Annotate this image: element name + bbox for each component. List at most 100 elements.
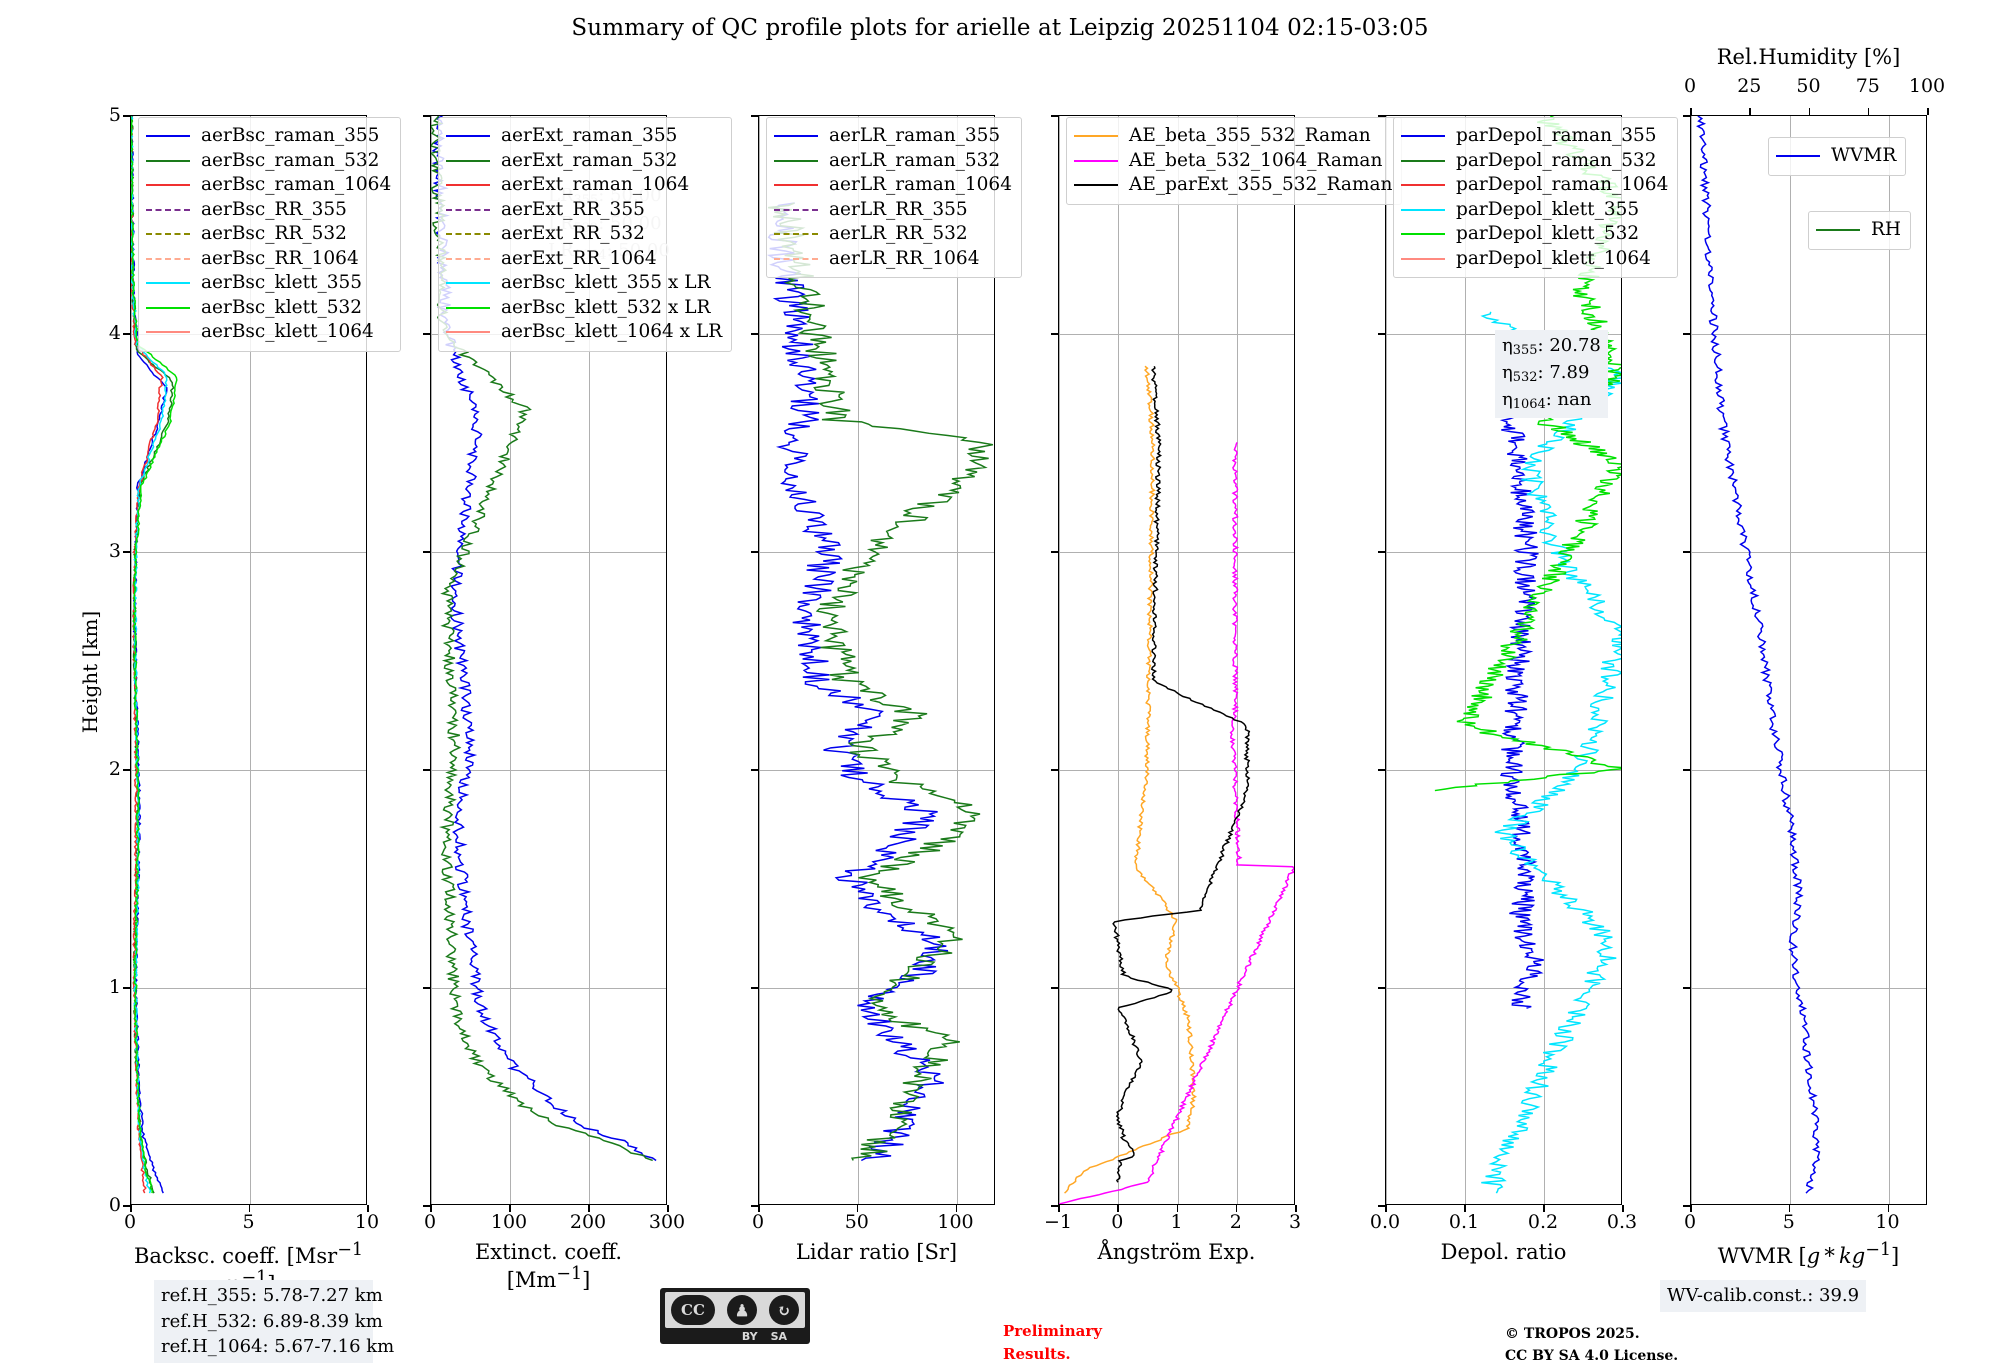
legend-lidarratio[interactable]: aerLR_raman_355 aerLR_raman_532 aerLR_rama… — [766, 117, 1022, 278]
legend-depol[interactable]: parDepol_raman_355 parDepol_raman_532 parD… — [1393, 117, 1679, 278]
legend-row[interactable]: aerExt_RR_532 — [446, 222, 722, 247]
legend-row[interactable]: parDepol_raman_1064 — [1401, 173, 1668, 198]
legend-label: parDepol_raman_532 — [1456, 149, 1657, 171]
legend-row[interactable]: parDepol_raman_532 — [1401, 149, 1668, 174]
legend-row[interactable]: AE_beta_355_532_Raman — [1074, 124, 1392, 149]
legend-row[interactable]: aerBsc_klett_532 — [146, 296, 391, 321]
legend-angstrom[interactable]: AE_beta_355_532_Raman AE_beta_532_1064_Ra… — [1066, 117, 1403, 205]
gridline-horizontal — [1691, 770, 1926, 771]
legend-row[interactable]: aerLR_raman_1064 — [774, 173, 1012, 198]
gridline-horizontal — [1386, 552, 1621, 553]
legend-label: aerBsc_RR_1064 — [201, 247, 359, 269]
legend-color-swatch — [446, 233, 490, 236]
legend-row[interactable]: aerExt_raman_532 — [446, 149, 722, 174]
legend-row[interactable]: aerBsc_RR_1064 — [146, 247, 391, 272]
legend-color-swatch — [446, 159, 490, 162]
legend-row[interactable]: aerBsc_raman_1064 — [146, 173, 391, 198]
legend-row[interactable]: aerLR_RR_1064 — [774, 247, 1012, 272]
cc-license-badge: CC ♟ ↻ BY SA — [660, 1288, 810, 1344]
legend-label: aerLR_raman_1064 — [829, 174, 1012, 195]
gridline-vertical — [589, 116, 590, 1204]
legend-backsc[interactable]: aerBsc_raman_355 aerBsc_raman_532 aerBsc_r… — [138, 117, 402, 352]
legend-label: aerBsc_raman_1064 — [201, 174, 392, 195]
y-tick-label: 5 — [108, 104, 121, 126]
x-tick — [1058, 1205, 1060, 1212]
legend-row[interactable]: aerBsc_klett_355 — [146, 271, 391, 296]
gridline-horizontal — [431, 988, 666, 989]
x-tick-label: 100 — [937, 1211, 974, 1233]
gridline-vertical — [857, 116, 859, 1204]
y-tick — [1683, 115, 1690, 117]
y-tick — [751, 115, 758, 117]
legend-row[interactable]: aerExt_raman_1064 — [446, 173, 722, 198]
legend-label: aerBsc_raman_355 — [201, 125, 380, 146]
legend-row[interactable]: aerLR_RR_532 — [774, 222, 1012, 247]
legend-wvmr[interactable]: WVMR — [1768, 137, 1907, 176]
top-x-tick-label: 25 — [1737, 75, 1762, 97]
legend-row[interactable]: aerLR_raman_355 — [774, 124, 1012, 149]
legend-color-swatch — [146, 159, 190, 162]
legend-row[interactable]: aerExt_raman_355 — [446, 124, 722, 149]
plot-area-angstrom — [1059, 116, 1294, 1204]
legend-row[interactable]: parDepol_klett_355 — [1401, 198, 1668, 223]
legend-row[interactable]: AE_beta_532_1064_Raman — [1074, 149, 1392, 174]
legend-color-swatch — [774, 135, 818, 138]
legend-row[interactable]: aerExt_RR_1064 — [446, 247, 722, 272]
legend-row[interactable]: aerExt_RR_355 — [446, 198, 722, 223]
x-tick — [367, 1205, 369, 1212]
panel-lidarratio: 050100012345Lidar ratio [Sr]aerLR_raman_… — [751, 115, 1022, 1264]
x-tick-label: 2 — [1229, 1211, 1242, 1233]
legend-label: aerBsc_klett_355 x LR — [501, 272, 711, 293]
x-tick-label: 200 — [569, 1211, 607, 1233]
legend-row[interactable]: aerBsc_klett_532 x LR — [446, 296, 722, 321]
y-tick — [123, 551, 130, 553]
legend-wvmr-rh[interactable]: RH — [1808, 211, 1912, 250]
legend-row[interactable]: parDepol_klett_1064 — [1401, 247, 1668, 272]
gridline-horizontal — [1059, 334, 1294, 335]
x-tick-label: 5 — [242, 1211, 255, 1233]
x-tick-label: 0 — [1683, 1211, 1697, 1233]
legend-row[interactable]: WVMR — [1776, 144, 1896, 169]
legend-row[interactable]: aerBsc_RR_355 — [146, 198, 391, 223]
y-tick — [751, 769, 758, 771]
reference-height-annotation: ref.H_355: 5.78-7.27 km ref.H_532: 6.89-… — [154, 1280, 394, 1363]
legend-row[interactable]: aerLR_raman_532 — [774, 149, 1012, 174]
gridline-vertical — [1691, 116, 1692, 1204]
y-tick — [1378, 769, 1385, 771]
top-x-tick — [1867, 108, 1870, 115]
legend-row[interactable]: aerBsc_klett_1064 x LR — [446, 320, 722, 345]
series-AE_parExt_355_532_Raman — [1112, 366, 1251, 1183]
legend-row[interactable]: aerBsc_RR_532 — [146, 222, 391, 247]
y-axis-title: Height [km] — [78, 610, 102, 734]
legend-row[interactable]: aerBsc_klett_1064 — [146, 320, 391, 345]
y-tick — [1683, 333, 1690, 335]
x-tick — [1788, 1205, 1791, 1212]
sa-share-icon: ↻ — [769, 1295, 799, 1325]
x-tick — [1117, 1205, 1119, 1212]
legend-row[interactable]: parDepol_klett_532 — [1401, 222, 1668, 247]
preliminary-line-2: Results. — [1003, 1344, 1071, 1363]
legend-label: aerBsc_raman_532 — [201, 149, 380, 171]
legend-row[interactable]: aerBsc_klett_355 x LR — [446, 271, 722, 296]
y-tick — [423, 987, 430, 989]
legend-row[interactable]: AE_parExt_355_532_Raman — [1074, 173, 1392, 198]
series-aerBsc_klett_532 — [131, 116, 178, 1194]
legend-extinct[interactable]: aerExt_raman_355 aerExt_raman_532 aerExt_r… — [438, 117, 733, 352]
copyright-note: © TROPOS 2025. CC BY SA 4.0 License. — [1505, 1324, 1678, 1367]
by-person-icon: ♟ — [727, 1295, 757, 1325]
legend-row[interactable]: aerBsc_raman_532 — [146, 149, 391, 174]
cc-sa-label: SA — [770, 1329, 787, 1343]
plot-area-wvmr — [1691, 116, 1926, 1204]
legend-row[interactable]: RH — [1816, 218, 1901, 243]
copyright-line-2: CC BY SA 4.0 License. — [1505, 1347, 1679, 1364]
legend-color-swatch — [1401, 135, 1445, 138]
gridline-horizontal — [131, 552, 366, 553]
legend-row[interactable]: aerLR_RR_355 — [774, 198, 1012, 223]
legend-row[interactable]: aerBsc_raman_355 — [146, 124, 391, 149]
y-tick — [1051, 551, 1058, 553]
gridline-vertical — [131, 116, 132, 1204]
legend-color-swatch — [146, 306, 190, 309]
x-tick — [430, 1205, 432, 1212]
legend-row[interactable]: parDepol_raman_355 — [1401, 124, 1668, 149]
